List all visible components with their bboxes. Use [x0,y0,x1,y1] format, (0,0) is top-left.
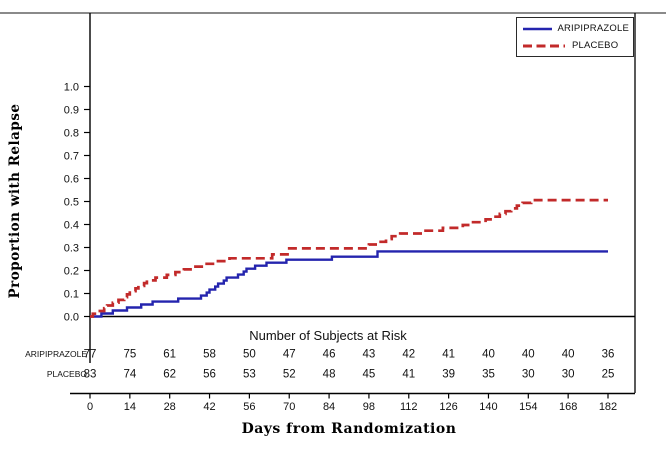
x-tick-label: 84 [323,401,335,413]
x-tick-label: 42 [203,401,215,413]
legend-item-placebo: PLACEBO [521,38,629,54]
risk-count: 40 [522,349,535,361]
y-tick-label: 1.0 [64,81,79,93]
risk-row-label: PLACEBO [47,369,88,379]
risk-count: 61 [163,349,176,361]
risk-count: 39 [442,369,455,381]
risk-count: 30 [562,369,575,381]
risk-count: 56 [203,369,216,381]
x-tick-label: 56 [243,401,255,413]
figure-top-border [0,12,666,14]
risk-count: 41 [442,349,455,361]
risk-count: 40 [482,349,495,361]
y-tick-label: 0.0 [64,311,79,323]
risk-count: 50 [243,349,256,361]
legend-label-placebo: PLACEBO [572,40,619,51]
placebo-curve [90,198,608,318]
legend-item-aripiprazole: ARIPIPRAZOLE [521,21,629,37]
x-tick-label: 140 [479,401,497,413]
risk-count: 25 [602,369,615,381]
x-tick-label: 168 [559,401,577,413]
risk-count: 53 [243,369,256,381]
x-tick-label: 98 [363,401,375,413]
risk-row-label: ARIPIPRAZOLE [25,349,87,359]
risk-count: 35 [482,369,495,381]
risk-count: 75 [123,349,136,361]
risk-count: 83 [84,369,97,381]
y-tick-label: 0.5 [64,196,79,208]
y-tick-label: 0.9 [64,104,79,116]
risk-count: 47 [283,349,296,361]
x-tick-label: 154 [519,401,537,413]
risk-count: 74 [123,369,136,381]
risk-count: 62 [163,369,176,381]
risk-count: 40 [562,349,575,361]
x-tick-label: 126 [439,401,457,413]
risk-count: 43 [363,349,376,361]
x-tick-label: 70 [283,401,295,413]
risk-count: 45 [363,369,376,381]
risk-count: 41 [402,369,415,381]
x-tick-label: 28 [164,401,176,413]
y-tick-label: 0.6 [64,173,79,185]
y-tick-label: 0.2 [64,265,79,277]
legend-label-aripiprazole: ARIPIPRAZOLE [557,23,629,34]
aripiprazole-curve [90,250,608,318]
legend: ARIPIPRAZOLE PLACEBO [516,17,634,57]
y-tick-label: 0.8 [64,127,79,139]
y-tick-label: 0.1 [64,288,79,300]
risk-count: 46 [323,349,336,361]
risk-count: 48 [323,369,336,381]
risk-count: 58 [203,349,216,361]
x-tick-label: 14 [124,401,136,413]
x-tick-label: 182 [599,401,617,413]
x-axis-title: Days from Randomization [241,421,457,437]
risk-count: 36 [602,349,615,361]
y-tick-label: 0.4 [64,219,79,231]
solid-line-icon [523,27,553,30]
x-tick-label: 112 [400,401,418,413]
risk-count: 77 [84,349,97,361]
risk-count: 52 [283,369,296,381]
x-tick-label: 0 [87,401,93,413]
y-tick-label: 0.3 [64,242,79,254]
risk-count: 30 [522,369,535,381]
risk-table-title: Number of Subjects at Risk [249,328,407,343]
y-tick-label: 0.7 [64,150,79,162]
risk-count: 42 [402,349,415,361]
dashed-line-icon [523,44,565,47]
